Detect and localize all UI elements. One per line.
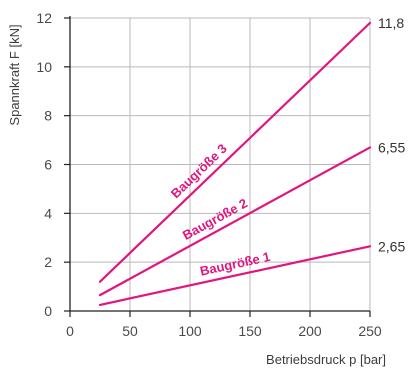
labels: 0 2 4 6 8 10 12 0 50 100 150 200 250 Spannkraft F [kN… [7,10,405,367]
y-axis-title: Spannkraft F [kN] [7,24,22,125]
series-name-label-1: Baugröße 1 [199,249,272,279]
series-lines [98,21,372,306]
series-line-2 [98,146,372,297]
series-end-label-1: 2,65 [378,238,405,254]
x-tick-label: 100 [178,323,202,339]
y-tick-label: 12 [36,10,52,26]
x-tick-label: 50 [122,323,138,339]
series-line-1 [98,245,372,306]
series-line-3 [98,21,372,283]
x-tick-label: 250 [358,323,382,339]
x-axis-title: Betriebsdruck p [bar] [266,352,386,367]
series-name-label-3: Baugröße 3 [168,141,230,201]
x-tick-label: 0 [66,323,74,339]
axes [64,16,371,317]
y-tick-label: 6 [44,157,52,173]
series-end-label-2: 6,55 [378,139,405,155]
y-tick-label: 0 [44,303,52,319]
y-tick-label: 10 [36,59,52,75]
x-tick-label: 200 [298,323,322,339]
y-tick-label: 8 [44,108,52,124]
y-tick-label: 4 [44,205,52,221]
series-end-label-3: 11,8 [378,15,404,31]
x-tick-label: 150 [238,323,262,339]
y-tick-label: 2 [44,254,52,270]
